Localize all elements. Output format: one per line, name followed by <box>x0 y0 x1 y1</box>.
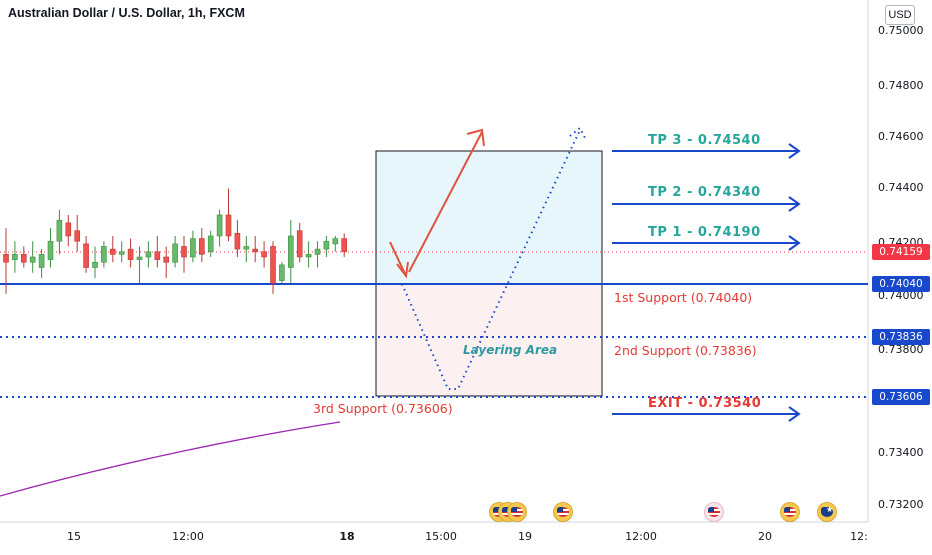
candle <box>216 214 223 237</box>
australia-flag-icon[interactable] <box>817 502 837 522</box>
support-1-price-tag: 0.74040 <box>872 276 930 292</box>
candle <box>83 243 89 268</box>
price-tick: 0.73200 <box>878 498 924 511</box>
candle <box>305 254 312 258</box>
chart-title: Australian Dollar / U.S. Dollar, 1h, FXC… <box>8 6 245 20</box>
candle <box>110 248 116 255</box>
tp3-label[interactable]: TP 3 - 0.74540 <box>648 133 761 148</box>
moving-average-line <box>0 421 341 497</box>
candle <box>279 264 285 281</box>
candle <box>270 246 276 284</box>
us-flag-icon[interactable] <box>553 502 573 522</box>
time-tick: 19 <box>518 530 532 543</box>
candle <box>127 248 134 260</box>
candle <box>101 246 107 263</box>
bullish-arrow <box>389 128 485 279</box>
price-tick: 0.74800 <box>878 79 924 92</box>
candle <box>29 256 36 263</box>
candle <box>118 251 125 255</box>
candle <box>234 233 241 250</box>
candle <box>225 214 232 237</box>
time-tick: 12:00 <box>625 530 657 543</box>
candle <box>261 251 267 258</box>
tp1-label[interactable]: TP 1 - 0.74190 <box>648 225 761 240</box>
us-flag-icon[interactable] <box>704 502 724 522</box>
candle <box>65 222 72 237</box>
support-2-label[interactable]: 2nd Support (0.73836) <box>614 343 757 358</box>
exit-label[interactable]: EXIT - 0.73540 <box>648 396 762 411</box>
time-tick: 15:00 <box>425 530 457 543</box>
currency-selector[interactable]: USD <box>885 5 915 25</box>
candle <box>136 256 143 260</box>
time-tick: 20 <box>758 530 772 543</box>
candle <box>181 246 187 258</box>
time-tick: 18 <box>339 530 355 543</box>
price-tick: 0.74400 <box>878 181 924 194</box>
candle <box>12 254 18 260</box>
candle <box>296 230 303 258</box>
support-3-label[interactable]: 3rd Support (0.73606) <box>313 401 453 416</box>
price-tick: 0.73400 <box>878 446 924 459</box>
candle <box>199 238 205 255</box>
candle <box>154 251 161 260</box>
candle <box>20 254 27 263</box>
candle <box>207 235 214 253</box>
candle <box>92 261 98 268</box>
candle <box>56 219 63 242</box>
candle <box>341 238 348 253</box>
us-flag-icon[interactable] <box>507 502 527 522</box>
price-tick: 0.74000 <box>878 289 924 302</box>
candle <box>3 254 9 263</box>
candle <box>145 251 152 258</box>
candle <box>243 246 250 250</box>
support-2-price-tag: 0.73836 <box>872 329 930 345</box>
candles-group <box>3 188 348 294</box>
price-tick: 0.73800 <box>878 343 924 356</box>
candle <box>332 238 339 245</box>
us-flag-icon[interactable] <box>780 502 800 522</box>
current-price-tag: 0.74159 <box>872 244 930 260</box>
layering-zone <box>375 283 603 397</box>
target-zone <box>375 150 603 285</box>
candle <box>287 235 294 268</box>
candle <box>38 254 45 268</box>
time-tick: 12:00 <box>172 530 204 543</box>
support-1-label[interactable]: 1st Support (0.74040) <box>614 290 753 305</box>
candle <box>190 238 196 258</box>
time-tick: 15 <box>67 530 81 543</box>
candle <box>74 230 80 242</box>
candle <box>47 240 54 260</box>
candle <box>314 248 321 255</box>
time-tick: 12: <box>850 530 868 543</box>
candle <box>323 240 330 250</box>
price-tick: 0.74600 <box>878 130 924 143</box>
candle <box>163 256 169 263</box>
layering-area-label[interactable]: Layering Area <box>463 343 558 357</box>
target-arrows <box>612 143 801 422</box>
support-3-price-tag: 0.73606 <box>872 389 930 405</box>
candle <box>172 243 178 263</box>
candle <box>252 248 258 253</box>
price-tick: 0.75000 <box>878 24 924 37</box>
tp2-label[interactable]: TP 2 - 0.74340 <box>648 185 761 200</box>
